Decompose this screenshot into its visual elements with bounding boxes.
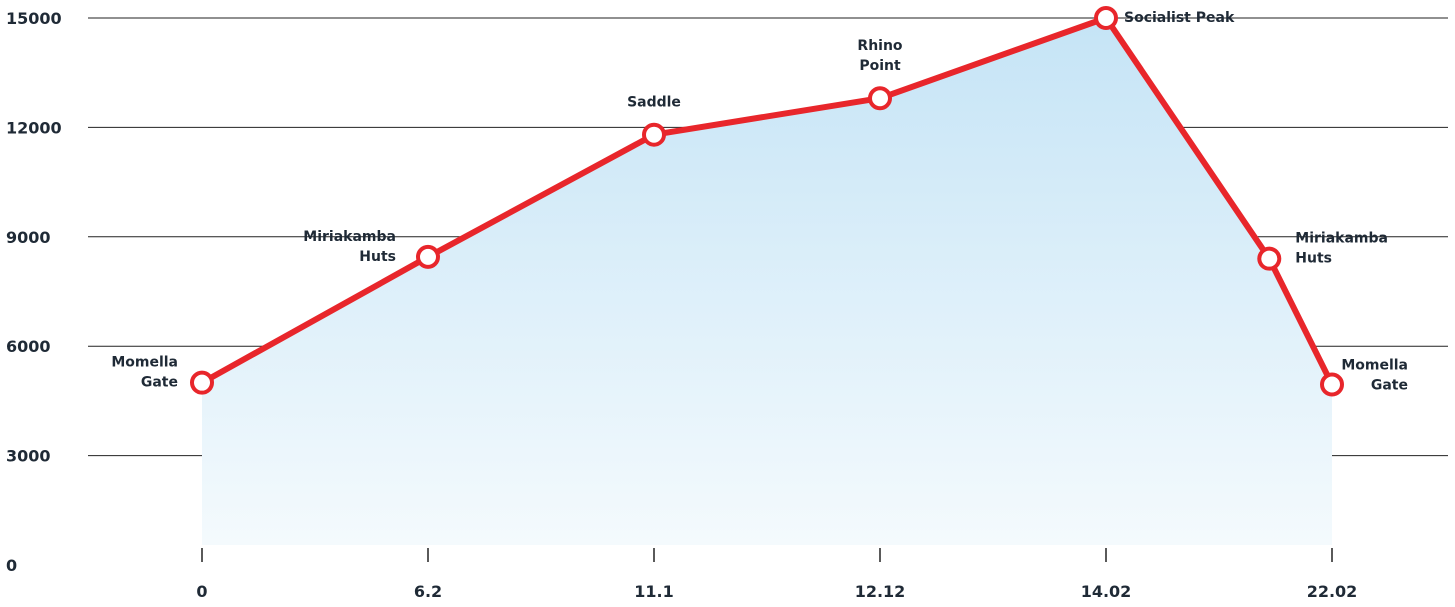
y-tick-label: 9000 xyxy=(6,228,51,247)
data-point-label: Miriakamba Huts xyxy=(303,229,396,265)
x-tick-label: 22.02 xyxy=(1307,582,1358,601)
data-point-label: Momella Gate xyxy=(1341,357,1408,393)
data-point-marker xyxy=(1257,246,1282,271)
y-tick-label: 6000 xyxy=(6,337,51,356)
data-point-label: Miriakamba Huts xyxy=(1295,231,1388,267)
data-point-marker xyxy=(190,370,214,395)
y-tick-label: 12000 xyxy=(6,118,62,137)
data-point-label: Rhino Point xyxy=(857,38,903,74)
area-fill xyxy=(202,18,1332,545)
data-point-label: Saddle xyxy=(627,95,681,111)
x-tick-label: 6.2 xyxy=(414,582,442,601)
x-tick-label: 14.02 xyxy=(1081,582,1132,601)
y-tick-label: 15000 xyxy=(6,9,62,28)
x-tick-label: 12.12 xyxy=(855,582,906,601)
data-point-label: Momella Gate xyxy=(111,355,178,391)
x-axis-ticks: 0 6.2 11.1 12.12 14.02 22.02 xyxy=(196,548,1357,601)
area-polygon xyxy=(202,18,1332,545)
x-tick-label: 11.1 xyxy=(634,582,673,601)
y-tick-label: 0 xyxy=(6,556,17,575)
y-tick-label: 3000 xyxy=(6,447,51,466)
data-point-marker xyxy=(1094,6,1118,30)
data-point-label: Socialist Peak xyxy=(1124,10,1235,26)
data-markers xyxy=(190,6,1344,397)
x-tick-label: 0 xyxy=(196,582,207,601)
data-point-marker xyxy=(642,122,666,147)
point-labels: Momella Gate Miriakamba Huts Saddle Rhino Poin… xyxy=(111,10,1408,393)
y-axis-ticks: 0 3000 6000 9000 12000 15000 xyxy=(6,9,62,575)
data-point-marker xyxy=(868,86,892,111)
data-point-marker xyxy=(416,244,440,269)
data-point-marker xyxy=(1320,372,1344,397)
